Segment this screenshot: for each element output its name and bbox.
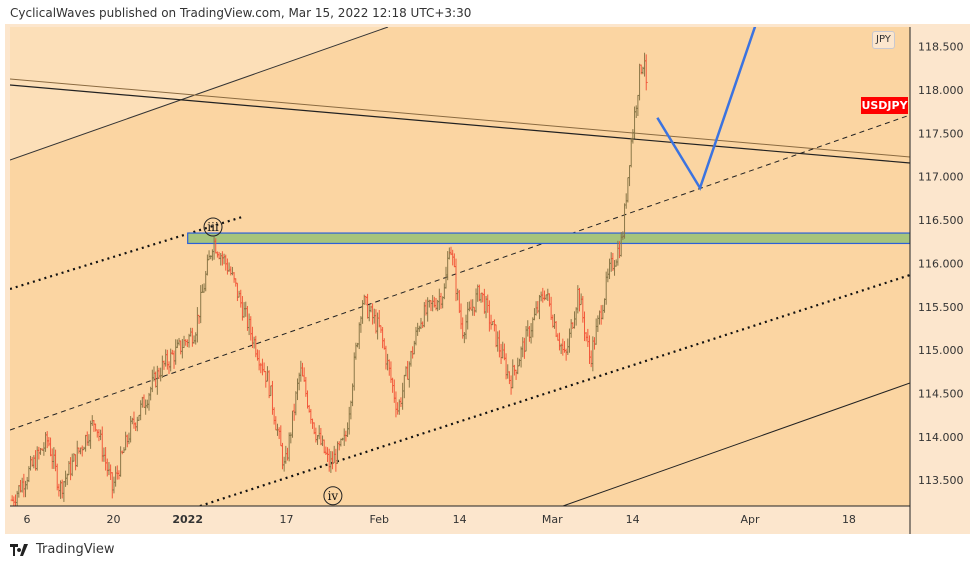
time-axis[interactable]: 6 20 2022 17 Feb 14 Mar 14 Apr 18 <box>24 513 856 526</box>
time-tick-label: 14 <box>626 513 640 526</box>
tradingview-logo-icon <box>10 543 28 556</box>
channel-lower-dotted[interactable] <box>199 273 910 506</box>
price-tick-label: 118.000 <box>918 84 964 97</box>
time-tick-label: 17 <box>280 513 294 526</box>
currency-button[interactable]: JPY <box>872 31 895 49</box>
channel-upper-dotted[interactable] <box>10 215 243 291</box>
resistance-zone[interactable] <box>187 232 910 245</box>
price-chart[interactable]: iii iv 118.500 118.000 117.500 117.000 116.50… <box>0 0 977 540</box>
wave-label-iv[interactable]: iv <box>323 486 343 506</box>
wave-label-iii[interactable]: iii <box>203 217 223 237</box>
time-tick-label: Mar <box>542 513 563 526</box>
price-tick-label: 118.500 <box>918 41 964 54</box>
channel-midline-dashed[interactable] <box>10 114 910 431</box>
zone-rect[interactable] <box>187 232 910 245</box>
price-tick-label: 115.000 <box>918 344 964 357</box>
price-tick-label: 113.500 <box>918 474 964 487</box>
time-tick-label: Feb <box>370 513 389 526</box>
publish-header: CyclicalWaves published on TradingView.c… <box>10 6 472 20</box>
time-tick-label: 2022 <box>172 513 203 526</box>
svg-text:iii: iii <box>207 220 219 234</box>
wave-labels: iii iv <box>203 217 343 506</box>
price-tick-label: 115.500 <box>918 301 964 314</box>
price-tick-label: 114.500 <box>918 387 964 400</box>
time-tick-label: Apr <box>741 513 761 526</box>
trendline-lower-right[interactable] <box>562 382 910 506</box>
trendline-descending[interactable] <box>10 84 910 164</box>
time-tick-label: 6 <box>24 513 31 526</box>
trendline-thin-descending[interactable] <box>10 78 910 158</box>
projection-path[interactable] <box>656 27 757 191</box>
trendline-upper-left[interactable] <box>10 27 389 161</box>
price-tick-label: 117.000 <box>918 171 964 184</box>
svg-text:iv: iv <box>328 489 339 503</box>
time-tick-label: 14 <box>453 513 467 526</box>
ohlc-bars <box>10 52 648 506</box>
price-tick-label: 117.500 <box>918 127 964 140</box>
time-tick-label: 18 <box>842 513 856 526</box>
time-tick-label: 20 <box>107 513 121 526</box>
symbol-price-badge: USDJPY <box>861 97 908 114</box>
price-tick-label: 116.500 <box>918 214 964 227</box>
price-tick-label: 114.000 <box>918 431 964 444</box>
price-axis[interactable]: 118.500 118.000 117.500 117.000 116.500 116.0… <box>918 41 964 488</box>
brand-name: TradingView <box>36 542 115 557</box>
tradingview-logo[interactable]: TradingView <box>10 542 115 557</box>
ohlc-bar <box>644 54 648 91</box>
price-tick-label: 116.000 <box>918 257 964 270</box>
